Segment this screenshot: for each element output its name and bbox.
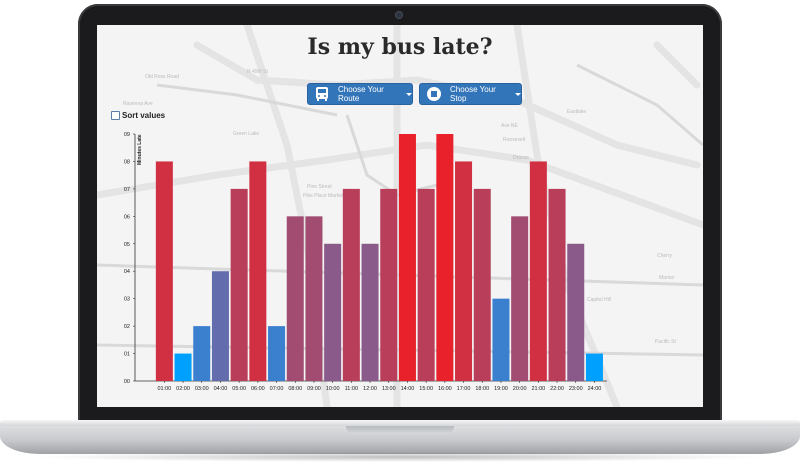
- map-label: Ave NE: [501, 123, 519, 129]
- x-tick-label: 14:00: [401, 386, 415, 392]
- camera-icon: [396, 12, 402, 18]
- bar-1900[interactable]: [492, 298, 510, 381]
- choose-route-button[interactable]: Choose Your Route: [307, 83, 413, 105]
- map-label: Capitol Hill: [587, 297, 611, 303]
- sort-values-label: Sort values: [122, 111, 166, 120]
- map-label: N 49th St: [247, 69, 268, 75]
- bar-1700[interactable]: [455, 161, 473, 381]
- browser-screen: Old Ross Road N 49th St Ravenna Ave Gree…: [97, 25, 703, 407]
- map-label: Marion: [659, 275, 675, 281]
- map-label: Old Ross Road: [145, 74, 179, 80]
- sort-values-checkbox[interactable]: [111, 111, 120, 120]
- bar-1100[interactable]: [342, 188, 360, 381]
- x-tick-label: 23:00: [569, 386, 583, 392]
- bus-icon: [314, 86, 330, 102]
- map-label: Eastlake: [567, 109, 586, 115]
- chevron-down-icon: [515, 92, 521, 96]
- map-label: Roosevelt: [503, 137, 526, 143]
- y-tick-label: 04: [124, 269, 130, 275]
- choose-stop-button[interactable]: Choose Your Stop: [419, 83, 522, 105]
- stop-icon: [426, 86, 442, 102]
- x-tick-label: 08:00: [288, 386, 302, 392]
- laptop-notch: [346, 426, 454, 434]
- bar-0500[interactable]: [230, 188, 248, 381]
- x-tick-label: 11:00: [345, 386, 358, 392]
- map-label: Pine Street: [307, 184, 332, 190]
- x-tick-label: 20:00: [513, 386, 527, 392]
- choose-stop-label: Choose Your Stop: [450, 85, 496, 103]
- bar-0200[interactable]: [174, 353, 192, 381]
- page-title: Is my bus late?: [307, 34, 493, 60]
- x-tick-label: 03:00: [195, 386, 209, 392]
- bar-1300[interactable]: [380, 188, 398, 381]
- bar-1800[interactable]: [473, 188, 491, 381]
- bar-1400[interactable]: [398, 134, 416, 381]
- map-label: Pike Place Market: [303, 193, 344, 199]
- x-tick-label: 15:00: [419, 386, 433, 392]
- bar-2300[interactable]: [567, 243, 585, 381]
- bar-0600[interactable]: [249, 161, 267, 381]
- y-tick-label: 02: [124, 324, 130, 330]
- y-tick-label: 03: [124, 297, 130, 303]
- x-tick-label: 07:00: [270, 386, 284, 392]
- bar-2400[interactable]: [585, 353, 603, 381]
- y-tick-label: 06: [124, 214, 130, 220]
- x-tick-label: 09:00: [307, 386, 321, 392]
- bar-1200[interactable]: [361, 243, 379, 381]
- y-tick-label: 01: [124, 352, 130, 358]
- y-tick-label: 05: [124, 242, 130, 248]
- map-label: Dravus: [513, 155, 529, 161]
- x-tick-label: 10:00: [326, 386, 340, 392]
- bar-0400[interactable]: [211, 271, 229, 381]
- bar-0100[interactable]: [155, 161, 173, 381]
- map-label: Pacific St: [655, 339, 676, 345]
- bar-0300[interactable]: [193, 326, 211, 381]
- laptop-base-edge: [0, 420, 800, 426]
- bar-0800[interactable]: [286, 216, 304, 381]
- y-tick-label: 09: [124, 132, 130, 138]
- minutes-late-chart: Minutes Late 00 01 02 03 04 05 06 07 08 09 01:00 0…: [124, 132, 607, 392]
- chevron-down-icon: [406, 92, 412, 96]
- bar-2100[interactable]: [529, 161, 547, 381]
- x-tick-label: 05:00: [232, 386, 246, 392]
- x-tick-label: 16:00: [438, 386, 452, 392]
- bar-1600[interactable]: [436, 134, 454, 381]
- x-tick-label: 21:00: [531, 386, 545, 392]
- bar-0700[interactable]: [268, 326, 286, 381]
- map-label: Ravenna Ave: [123, 101, 153, 107]
- x-tick-label: 02:00: [176, 386, 190, 392]
- map-label: Cherry: [657, 253, 673, 259]
- x-tick-label: 06:00: [251, 386, 265, 392]
- x-tick-label: 17:00: [457, 386, 471, 392]
- x-tick-label: 22:00: [550, 386, 564, 392]
- x-tick-label: 12:00: [363, 386, 377, 392]
- x-tick-label: 24:00: [588, 386, 602, 392]
- y-tick-label: 08: [124, 159, 130, 165]
- x-tick-label: 01:00: [157, 386, 171, 392]
- bar-2000[interactable]: [511, 216, 529, 381]
- x-tick-label: 04:00: [214, 386, 228, 392]
- x-tick-label: 19:00: [494, 386, 508, 392]
- map-label: Green Lake: [233, 131, 259, 137]
- bar-0900[interactable]: [305, 216, 323, 381]
- y-tick-label: 00: [124, 379, 130, 385]
- x-tick-label: 18:00: [475, 386, 489, 392]
- sort-values-control[interactable]: Sort values: [111, 111, 165, 120]
- bar-1000[interactable]: [324, 243, 342, 381]
- choose-route-label: Choose Your Route: [338, 85, 384, 103]
- bar-2200[interactable]: [548, 188, 566, 381]
- y-axis-label: Minutes Late: [137, 134, 143, 165]
- x-tick-label: 13:00: [382, 386, 396, 392]
- y-tick-label: 07: [124, 187, 130, 193]
- bar-1500[interactable]: [417, 188, 435, 381]
- laptop-shadow: [30, 452, 770, 462]
